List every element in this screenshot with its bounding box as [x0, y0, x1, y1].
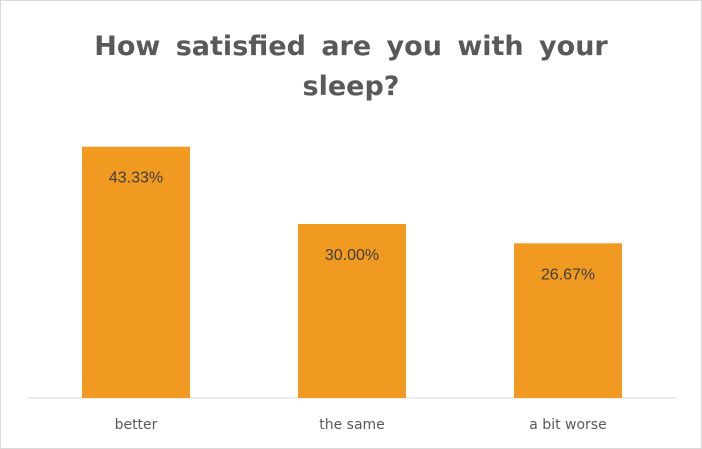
category-label-0: better [115, 417, 158, 433]
chart-title: How satisfied are you with your sleep? [94, 31, 608, 102]
data-label-0: 43.33% [109, 170, 163, 187]
bar-series: 43.33% better 30.00% the same 26.67% a bit wo… [82, 146, 622, 433]
category-label-1: the same [319, 417, 385, 433]
bar-0 [82, 146, 190, 398]
data-label-2: 26.67% [541, 266, 595, 283]
bar-2 [514, 243, 622, 398]
bar-1 [298, 224, 406, 398]
data-label-1: 30.00% [325, 247, 379, 264]
category-label-2: a bit worse [529, 417, 606, 433]
